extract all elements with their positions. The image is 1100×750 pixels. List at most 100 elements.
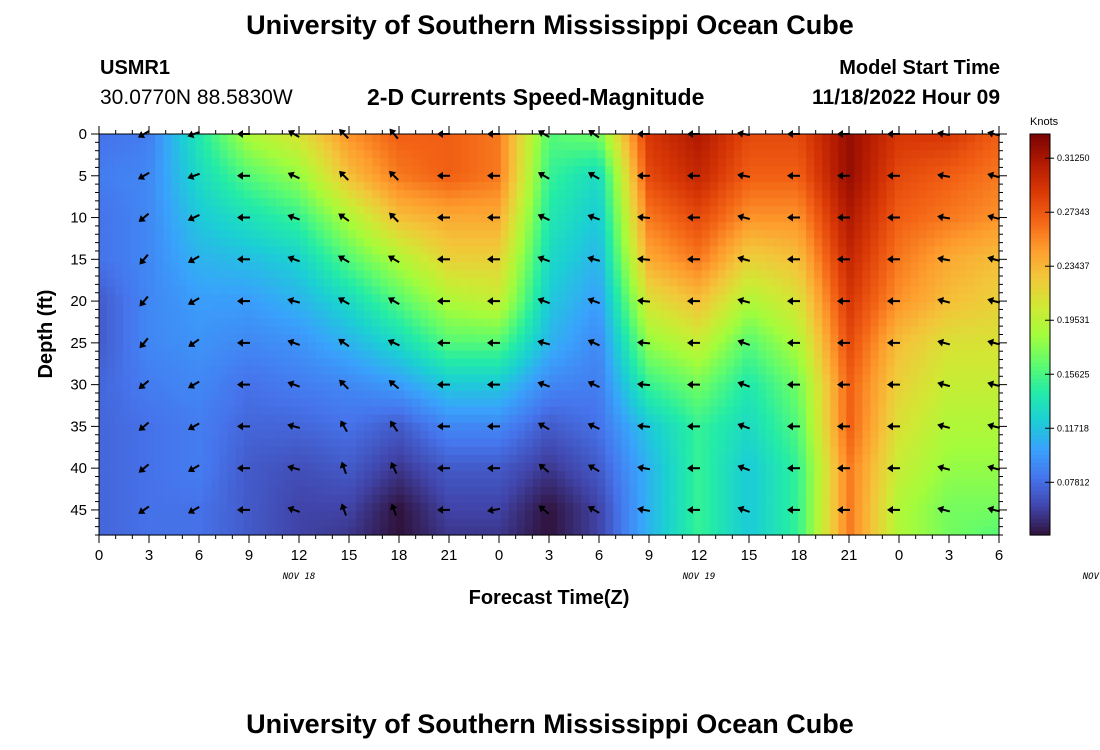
heatmap-cell <box>123 222 132 231</box>
heatmap-cell <box>299 486 309 496</box>
heatmap-cell <box>822 406 831 416</box>
heatmap-cell <box>629 190 638 199</box>
heatmap-cell <box>782 390 791 400</box>
heatmap-cell <box>267 230 277 239</box>
heatmap-cell <box>364 310 373 320</box>
heatmap-cell <box>508 206 518 215</box>
heatmap-cell <box>862 262 872 271</box>
heatmap-cell <box>315 142 325 151</box>
heatmap-cell <box>227 326 237 336</box>
heatmap-cell <box>484 454 494 464</box>
heatmap-cell <box>645 222 655 231</box>
heatmap-cell <box>211 438 221 448</box>
heatmap-cell <box>653 246 663 255</box>
heatmap-cell <box>340 166 349 175</box>
heatmap-cell <box>669 502 679 512</box>
heatmap-cell <box>107 302 116 312</box>
heatmap-cell <box>372 326 381 336</box>
heatmap-cell <box>549 246 558 255</box>
heatmap-cell <box>661 374 671 384</box>
heatmap-cell <box>436 470 446 480</box>
heatmap-cell <box>195 478 205 488</box>
heatmap-cell <box>299 134 309 143</box>
heatmap-cell <box>798 166 807 175</box>
heatmap-cell <box>476 214 486 223</box>
heatmap-cell <box>235 222 245 231</box>
heatmap-cell <box>693 446 703 456</box>
heatmap-cell <box>717 342 727 352</box>
heatmap-cell <box>637 302 647 312</box>
heatmap-cell <box>123 486 132 496</box>
heatmap-cell <box>187 150 197 159</box>
heatmap-cell <box>814 302 823 312</box>
heatmap-cell <box>388 270 397 279</box>
heatmap-cell <box>573 350 582 360</box>
heatmap-cell <box>187 238 197 247</box>
heatmap-cell <box>862 190 872 199</box>
heatmap-cell <box>838 198 847 207</box>
heatmap-cell <box>830 430 839 440</box>
heatmap-cell <box>275 238 285 247</box>
heatmap-cell <box>468 486 478 496</box>
heatmap-cell <box>348 486 357 496</box>
heatmap-cell <box>420 486 430 496</box>
heatmap-cell <box>573 486 582 496</box>
heatmap-cell <box>396 270 405 279</box>
heatmap-cell <box>862 502 872 512</box>
heatmap-cell <box>340 174 349 183</box>
heatmap-cell <box>187 286 197 295</box>
heatmap-cell <box>115 222 124 231</box>
heatmap-cell <box>645 478 655 488</box>
heatmap-cell <box>299 142 309 151</box>
heatmap-cell <box>380 238 389 247</box>
heatmap-cell <box>179 374 188 384</box>
heatmap-cell <box>878 406 888 416</box>
heatmap-cell <box>565 382 574 392</box>
heatmap-cell <box>573 510 582 520</box>
heatmap-cell <box>324 166 333 175</box>
heatmap-cell <box>348 454 357 464</box>
heatmap-cell <box>396 182 405 191</box>
heatmap-cell <box>155 422 164 432</box>
heatmap-cell <box>460 222 470 231</box>
heatmap-cell <box>283 494 293 504</box>
heatmap-cell <box>251 294 261 304</box>
heatmap-cell <box>107 278 116 287</box>
heatmap-cell <box>540 262 550 271</box>
heatmap-cell <box>99 214 108 223</box>
heatmap-cell <box>131 174 140 183</box>
heatmap-cell <box>243 318 253 328</box>
heatmap-cell <box>549 470 558 480</box>
heatmap-cell <box>549 294 558 304</box>
heatmap-cell <box>468 390 478 400</box>
heatmap-cell <box>364 158 373 167</box>
heatmap-cell <box>492 190 502 199</box>
heatmap-cell <box>870 158 880 167</box>
heatmap-cell <box>155 254 164 263</box>
heatmap-cell <box>878 254 888 263</box>
heatmap-cell <box>380 494 389 504</box>
heatmap-cell <box>725 438 735 448</box>
heatmap-cell <box>115 174 124 183</box>
heatmap-cell <box>484 318 494 328</box>
heatmap-cell <box>428 222 438 231</box>
heatmap-cell <box>259 222 269 231</box>
heatmap-cell <box>669 150 679 159</box>
heatmap-cell <box>862 382 872 392</box>
heatmap-cell <box>195 398 205 408</box>
heatmap-cell <box>340 150 349 159</box>
heatmap-cell <box>460 182 470 191</box>
heatmap-cell <box>669 470 679 480</box>
heatmap-cell <box>388 326 397 336</box>
heatmap-cell <box>782 134 791 143</box>
heatmap-cell <box>299 454 309 464</box>
heatmap-cell <box>790 286 799 295</box>
heatmap-cell <box>532 462 542 472</box>
heatmap-cell <box>782 502 791 512</box>
heatmap-cell <box>653 446 663 456</box>
heatmap-cell <box>404 430 413 440</box>
heatmap-cell <box>749 134 759 143</box>
heatmap-cell <box>307 382 317 392</box>
heatmap-cell <box>275 358 285 368</box>
heatmap-cell <box>669 334 679 344</box>
